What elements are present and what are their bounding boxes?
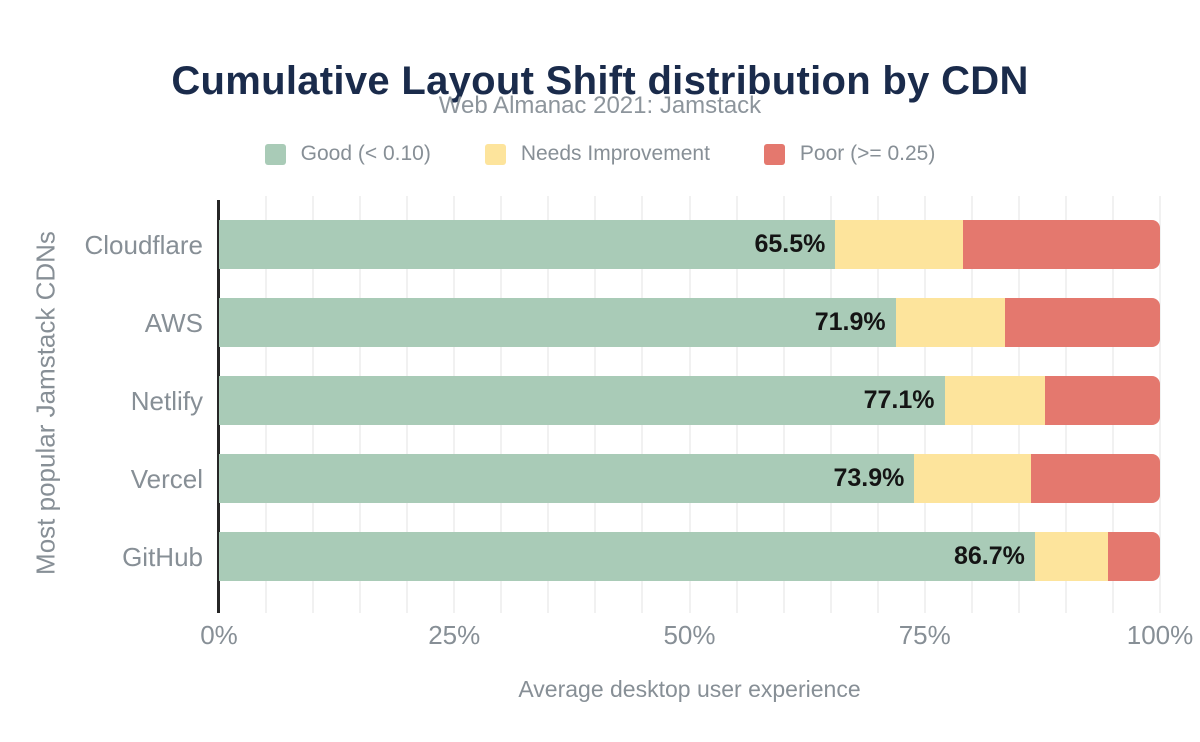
legend-swatch-needs-improvement-icon [484, 143, 506, 165]
bar-value-label: 71.9% [814, 308, 886, 336]
category-label-cloudflare: Cloudflare [84, 229, 203, 260]
legend: Good (< 0.10) Needs Improvement Poor (>=… [0, 142, 1200, 166]
x-tick-label: 0% [200, 620, 238, 650]
x-tick-label: 25% [428, 620, 481, 650]
legend-label-good: Good (< 0.10) [300, 142, 431, 165]
legend-label-poor: Poor (>= 0.25) [799, 142, 936, 165]
legend-swatch-poor-icon [763, 143, 785, 165]
bar-value-label: 73.9% [833, 464, 905, 492]
bar-value-label: 65.5% [754, 230, 826, 258]
bar-segment [1004, 298, 1160, 347]
legend-swatch-good-icon [264, 143, 286, 165]
bar-segment [944, 376, 1046, 425]
legend-item-good: Good (< 0.10) [264, 142, 431, 166]
bar-row-cloudflare: 65.5% [219, 220, 1160, 269]
bar-segment [895, 298, 1005, 347]
chart-title: Cumulative Layout Shift distribution by … [171, 58, 1029, 103]
bar-segment [914, 454, 1032, 503]
legend-label-needs-improvement: Needs Improvement [520, 142, 710, 165]
bar-segment: 71.9% [219, 298, 896, 347]
bar-segment [963, 220, 1160, 269]
legend-item-needs-improvement: Needs Improvement [484, 142, 710, 166]
bar-segment [835, 220, 964, 269]
bar-segment: 73.9% [219, 454, 915, 503]
x-axis-ticks: 0% 25% 50% 75% 100% [200, 620, 1193, 650]
category-label-github: GitHub [122, 541, 203, 572]
x-tick-label: 50% [663, 620, 716, 650]
bar-value-label: 77.1% [863, 386, 935, 414]
x-tick-label: 75% [898, 620, 951, 650]
bar-segment: 65.5% [219, 220, 836, 269]
bar-row-netlify: 77.1% [219, 376, 1160, 425]
bar-segment [1108, 532, 1160, 581]
bar-segment [1031, 454, 1160, 503]
x-tick-label: 100% [1126, 620, 1194, 650]
bar-value-label: 86.7% [953, 542, 1025, 570]
legend-item-poor: Poor (>= 0.25) [763, 142, 936, 166]
bar-row-github: 86.7% [219, 532, 1160, 581]
bar-segment [1034, 532, 1109, 581]
category-label-vercel: Vercel [130, 463, 203, 494]
bar-segment [1045, 376, 1160, 425]
gridline [1159, 196, 1161, 613]
bar-segment: 86.7% [219, 532, 1035, 581]
bar-row-vercel: 73.9% [219, 454, 1160, 503]
chart-subtitle: Web Almanac 2021: Jamstack [438, 92, 762, 119]
bar-segment: 77.1% [219, 376, 945, 425]
x-axis-title: Average desktop user experience [518, 676, 861, 702]
bar-row-aws: 71.9% [219, 298, 1160, 347]
plot-area: 65.5% 71.9% 77.1% 73.9% 86.7% [219, 196, 1161, 613]
category-label-aws: AWS [144, 307, 203, 338]
category-label-netlify: Netlify [130, 385, 203, 416]
y-axis-line [217, 200, 220, 613]
